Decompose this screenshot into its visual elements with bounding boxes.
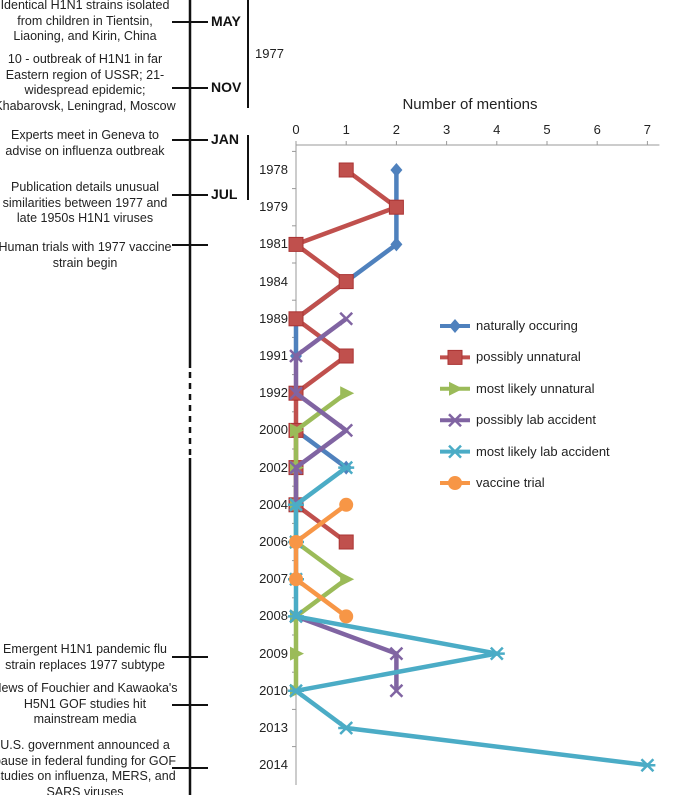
legend-label: possibly unnatural xyxy=(476,349,581,365)
timeline-event-text: 10 - outbreak of H1N1 in far Eastern reg… xyxy=(0,52,176,113)
legend-label: possibly lab accident xyxy=(476,412,596,428)
data-point-x xyxy=(288,609,304,624)
month-label: MAY xyxy=(211,13,241,29)
data-point-x xyxy=(288,497,304,512)
y-tick-label: 1989 xyxy=(259,310,288,326)
x-tick-label: 3 xyxy=(442,122,451,137)
data-point-square xyxy=(338,162,354,178)
data-point-circle xyxy=(339,609,354,624)
month-label: NOV xyxy=(211,79,242,95)
data-point-square xyxy=(288,236,304,252)
legend-label: vaccine trial xyxy=(476,475,545,490)
series-line-5 xyxy=(293,502,348,619)
y-tick-label: 2006 xyxy=(259,534,288,549)
data-point-x xyxy=(389,683,404,698)
y-tick-label: 1981 xyxy=(259,236,288,252)
x-tick-label: 1 xyxy=(342,122,350,137)
y-tick-label: 2009 xyxy=(259,645,288,661)
timeline-event-text: U.S. government announced a pause in fed… xyxy=(0,738,177,795)
y-tick-label: 1978 xyxy=(259,162,288,177)
timeline-tick xyxy=(172,87,208,89)
y-tick-label: 1979 xyxy=(259,199,288,215)
x-tick-label: 7 xyxy=(643,122,651,137)
y-tick-label: 1991 xyxy=(259,348,288,363)
data-point-circle xyxy=(289,572,303,587)
month-label: JAN xyxy=(211,131,240,147)
timeline-tick xyxy=(172,704,208,706)
y-tick-label: 1992 xyxy=(259,385,288,401)
legend-label: naturally occuring xyxy=(476,318,578,333)
legend-label: most likely unnatural xyxy=(476,380,595,396)
timeline-tick xyxy=(172,139,208,141)
data-point-square xyxy=(338,534,354,550)
timeline-event-text: Emergent H1N1 pandemic flu strain replac… xyxy=(3,642,167,672)
timeline-tick xyxy=(172,194,208,196)
data-point-circle xyxy=(448,476,462,490)
data-point-x xyxy=(288,683,304,698)
data-point-x xyxy=(289,386,303,401)
data-point-x xyxy=(389,646,404,661)
data-point-square xyxy=(338,348,354,364)
data-point-x xyxy=(338,721,355,735)
data-point-x xyxy=(448,413,462,428)
y-tick-label: 2010 xyxy=(259,682,288,698)
data-point-x xyxy=(447,444,463,459)
data-point-x xyxy=(289,460,303,475)
data-point-triangle xyxy=(340,386,355,401)
x-tick-label: 5 xyxy=(543,122,551,137)
data-point-x xyxy=(289,349,303,363)
year-label-1977: 1977 xyxy=(255,46,284,61)
x-tick-label: 0 xyxy=(292,122,300,137)
data-point-square xyxy=(338,274,354,290)
data-point-triangle xyxy=(290,646,304,661)
data-point-circle xyxy=(339,497,354,512)
data-point-diamond xyxy=(390,163,403,177)
data-point-square xyxy=(447,349,463,365)
timeline-event-text: Experts meet in Geneva to advise on infl… xyxy=(5,128,165,158)
chart-title: Number of mentions xyxy=(402,96,538,113)
timeline-event-text: Human trials with 1977 vaccine strain be… xyxy=(0,240,172,270)
data-point-x xyxy=(339,311,354,326)
data-point-x xyxy=(338,460,355,475)
timeline-tick xyxy=(172,21,208,23)
data-point-triangle xyxy=(340,572,355,587)
y-tick-label: 2007 xyxy=(259,571,288,587)
y-tick-label: 2013 xyxy=(259,720,288,735)
timeline-tick xyxy=(172,767,208,769)
y-tick-label: 1984 xyxy=(259,273,288,289)
data-point-x xyxy=(639,758,656,773)
data-point-diamond xyxy=(390,237,403,252)
data-point-circle xyxy=(289,535,303,549)
timeline-tick xyxy=(172,244,208,246)
x-tick-label: 2 xyxy=(392,122,400,137)
y-tick-label: 2000 xyxy=(259,422,288,438)
data-point-square xyxy=(288,311,304,327)
legend-label: most likely lab accident xyxy=(476,443,610,459)
series-line-3 xyxy=(293,316,349,505)
timeline-tick xyxy=(172,656,208,658)
y-tick-label: 2002 xyxy=(259,459,288,475)
x-tick-label: 4 xyxy=(493,122,501,137)
data-point-square xyxy=(388,199,404,215)
data-point-triangle xyxy=(449,381,463,396)
y-tick-label: 2014 xyxy=(259,757,288,773)
month-label: JUL xyxy=(211,186,238,202)
data-point-triangle xyxy=(290,423,304,438)
data-point-x xyxy=(339,423,354,438)
y-tick-label: 2008 xyxy=(259,608,288,624)
timeline-event-text: Identical H1N1 strains isolated from chi… xyxy=(0,0,170,43)
timeline-event-text: Publication details unusual similarities… xyxy=(2,180,168,225)
data-point-diamond xyxy=(449,319,461,333)
data-point-x xyxy=(488,646,505,661)
x-tick-label: 6 xyxy=(593,122,601,137)
y-tick-label: 2004 xyxy=(259,496,288,512)
timeline-event-text: News of Fouchier and Kawaoka's H5N1 GOF … xyxy=(0,681,178,726)
